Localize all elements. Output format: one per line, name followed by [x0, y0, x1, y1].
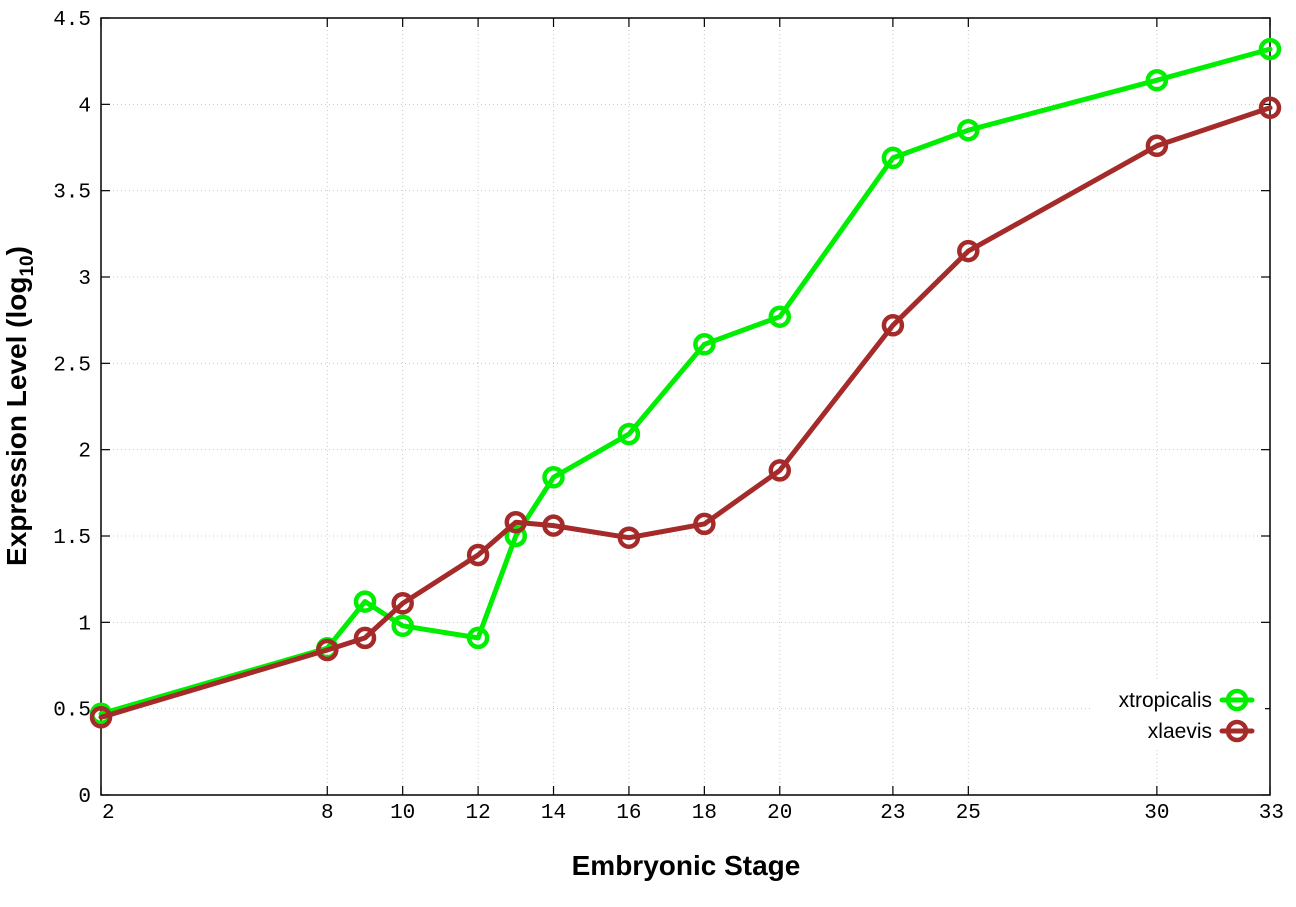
series-xlaevis	[89, 96, 1282, 729]
x-tick-label: 18	[692, 802, 717, 825]
y-tick-label: 4.5	[53, 9, 91, 32]
y-tick-label: 3.5	[53, 182, 91, 205]
x-tick-label: 33	[1259, 802, 1284, 825]
legend: xtropicalis xlaevis	[1090, 680, 1265, 750]
y-tick-label: 2.5	[53, 354, 91, 377]
data-point-xlaevis	[89, 706, 113, 729]
data-point-xtropicalis	[693, 333, 716, 356]
y-axis-title-text: Expression Level (log	[1, 277, 32, 566]
x-tick-label: 23	[880, 802, 905, 825]
x-tick-label: 30	[1144, 802, 1169, 825]
data-point-xlaevis	[768, 459, 792, 482]
legend-label: xtropicalis	[1119, 689, 1212, 712]
legend-item-xlaevis: xlaevis	[1148, 719, 1255, 743]
data-point-xlaevis	[693, 512, 716, 536]
y-tick-label: 2	[78, 441, 91, 464]
y-axis-title: Expression Level (log10)	[1, 246, 38, 566]
y-axis-title-suffix: )	[1, 246, 32, 255]
y-tick-label: 4	[78, 95, 91, 118]
data-point-xtropicalis	[1145, 68, 1169, 92]
data-point-xlaevis	[1258, 96, 1282, 120]
y-tick-label: 1	[78, 613, 91, 636]
data-point-xtropicalis	[504, 524, 528, 548]
data-point-xlaevis	[542, 514, 565, 537]
data-point-xlaevis	[466, 543, 490, 567]
data-point-xtropicalis	[957, 118, 980, 142]
y-tick-label: 3	[78, 268, 91, 291]
y-tick-label: 0.5	[53, 700, 91, 723]
data-point-xtropicalis	[542, 466, 565, 489]
legend-item-xtropicalis: xtropicalis	[1119, 688, 1255, 712]
series-layer	[89, 37, 1282, 729]
x-tick-label: 14	[541, 802, 566, 825]
data-point-xlaevis	[881, 314, 905, 337]
data-point-xlaevis	[391, 592, 414, 615]
data-point-xlaevis	[316, 638, 339, 662]
data-point-xlaevis	[957, 239, 980, 263]
y-tick-label: 0	[78, 786, 91, 809]
series-xtropicalis	[89, 37, 1282, 726]
x-tick-label: 25	[956, 802, 981, 825]
x-tick-label: 20	[767, 802, 792, 825]
data-point-xtropicalis	[1258, 37, 1282, 61]
data-point-xlaevis	[353, 626, 377, 650]
y-axis-title-subscript: 10	[17, 255, 38, 276]
data-point-xtropicalis	[466, 626, 490, 650]
tick-layer: 0 0.5 1 1.5 2 2.5 3 3.5 4 4.5 2 8 10 12 14 16 18 20 23 25 30…	[53, 9, 1284, 825]
data-point-xlaevis	[504, 510, 528, 534]
data-point-xtropicalis	[391, 614, 414, 638]
legend-swatch-marker	[1225, 719, 1249, 743]
data-point-xlaevis	[1145, 134, 1169, 158]
data-point-xlaevis	[617, 526, 641, 549]
x-tick-label: 16	[616, 802, 641, 825]
y-tick-label: 1.5	[53, 527, 91, 550]
data-point-xtropicalis	[768, 305, 792, 328]
x-tick-label: 10	[390, 802, 415, 825]
x-tick-label: 8	[321, 802, 334, 825]
legend-swatch-marker	[1225, 688, 1249, 712]
data-point-xtropicalis	[617, 422, 641, 446]
data-point-xtropicalis	[353, 590, 377, 613]
legend-label: xlaevis	[1148, 720, 1212, 743]
x-axis-title: Embryonic Stage	[572, 850, 801, 881]
plot-area-frame	[100, 17, 1271, 796]
series-line-xtropicalis	[98, 46, 1273, 717]
series-line-xlaevis	[98, 105, 1273, 720]
x-tick-label: 2	[102, 802, 115, 825]
x-tick-label: 12	[465, 802, 490, 825]
grid-layer	[101, 18, 1270, 795]
data-point-xtropicalis	[881, 146, 905, 170]
